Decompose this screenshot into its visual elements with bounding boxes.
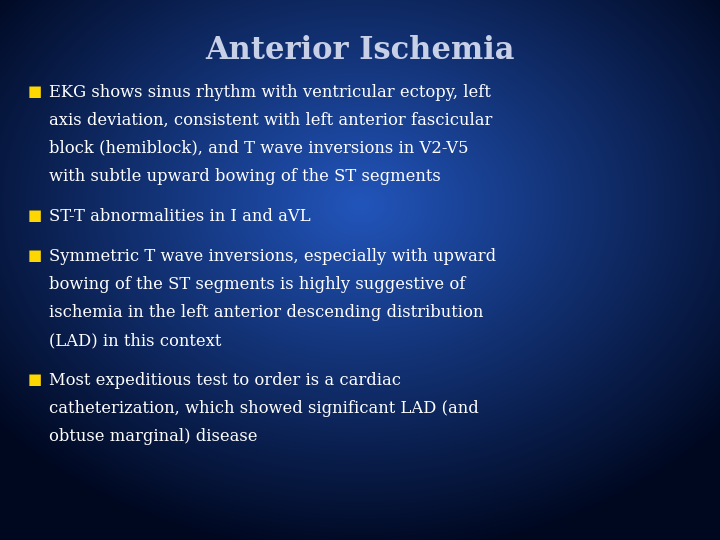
Text: obtuse marginal) disease: obtuse marginal) disease: [49, 428, 258, 445]
Text: ischemia in the left anterior descending distribution: ischemia in the left anterior descending…: [49, 304, 483, 321]
Text: ST-T abnormalities in I and aVL: ST-T abnormalities in I and aVL: [49, 208, 310, 225]
Text: bowing of the ST segments is highly suggestive of: bowing of the ST segments is highly sugg…: [49, 276, 465, 293]
Text: Symmetric T wave inversions, especially with upward: Symmetric T wave inversions, especially …: [49, 248, 496, 265]
Text: ■: ■: [27, 208, 42, 223]
Text: ■: ■: [27, 372, 42, 387]
Text: block (hemiblock), and T wave inversions in V2-V5: block (hemiblock), and T wave inversions…: [49, 140, 469, 157]
Text: Most expeditious test to order is a cardiac: Most expeditious test to order is a card…: [49, 372, 401, 389]
Text: ■: ■: [27, 84, 42, 99]
Text: axis deviation, consistent with left anterior fascicular: axis deviation, consistent with left ant…: [49, 112, 492, 129]
Text: (LAD) in this context: (LAD) in this context: [49, 332, 221, 349]
Text: with subtle upward bowing of the ST segments: with subtle upward bowing of the ST segm…: [49, 168, 441, 185]
Text: ■: ■: [27, 248, 42, 263]
Text: Anterior Ischemia: Anterior Ischemia: [205, 35, 515, 66]
Text: EKG shows sinus rhythm with ventricular ectopy, left: EKG shows sinus rhythm with ventricular …: [49, 84, 491, 100]
Text: catheterization, which showed significant LAD (and: catheterization, which showed significan…: [49, 400, 479, 417]
